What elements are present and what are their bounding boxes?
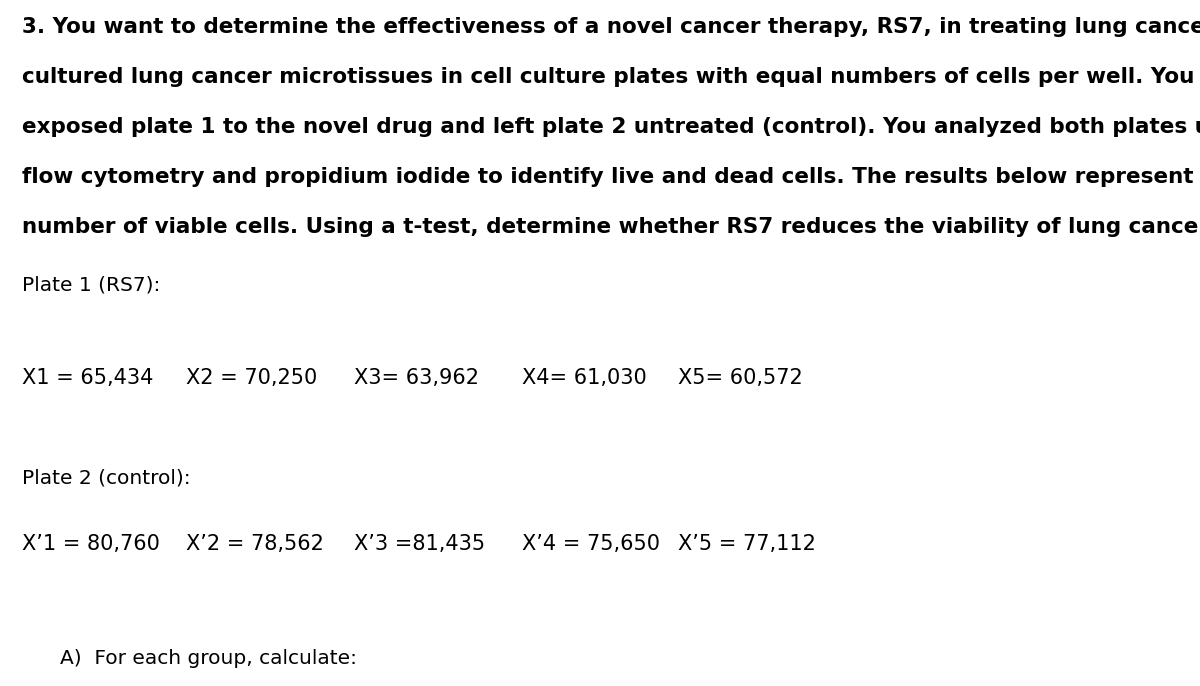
Text: Plate 1 (RS7):: Plate 1 (RS7): <box>22 276 160 295</box>
Text: X2 = 70,250: X2 = 70,250 <box>186 368 317 388</box>
Text: X’1 = 80,760: X’1 = 80,760 <box>22 534 160 554</box>
Text: X’2 = 78,562: X’2 = 78,562 <box>186 534 324 554</box>
Text: X5= 60,572: X5= 60,572 <box>678 368 803 388</box>
Text: flow cytometry and propidium iodide to identify live and dead cells. The results: flow cytometry and propidium iodide to i… <box>22 167 1200 187</box>
Text: A)  For each group, calculate:: A) For each group, calculate: <box>60 649 358 668</box>
Text: cultured lung cancer microtissues in cell culture plates with equal numbers of c: cultured lung cancer microtissues in cel… <box>22 67 1194 87</box>
Text: exposed plate 1 to the novel drug and left plate 2 untreated (control). You anal: exposed plate 1 to the novel drug and le… <box>22 117 1200 137</box>
Text: 3. You want to determine the effectiveness of a novel cancer therapy, RS7, in tr: 3. You want to determine the effectivene… <box>22 17 1200 37</box>
Text: X’3 =81,435: X’3 =81,435 <box>354 534 485 554</box>
Text: Plate 2 (control):: Plate 2 (control): <box>22 469 191 488</box>
Text: X4= 61,030: X4= 61,030 <box>522 368 647 388</box>
Text: X’4 = 75,650: X’4 = 75,650 <box>522 534 660 554</box>
Text: X’5 = 77,112: X’5 = 77,112 <box>678 534 816 554</box>
Text: number of viable cells. Using a t-test, determine whether RS7 reduces the viabil: number of viable cells. Using a t-test, … <box>22 217 1200 237</box>
Text: X1 = 65,434: X1 = 65,434 <box>22 368 152 388</box>
Text: X3= 63,962: X3= 63,962 <box>354 368 479 388</box>
